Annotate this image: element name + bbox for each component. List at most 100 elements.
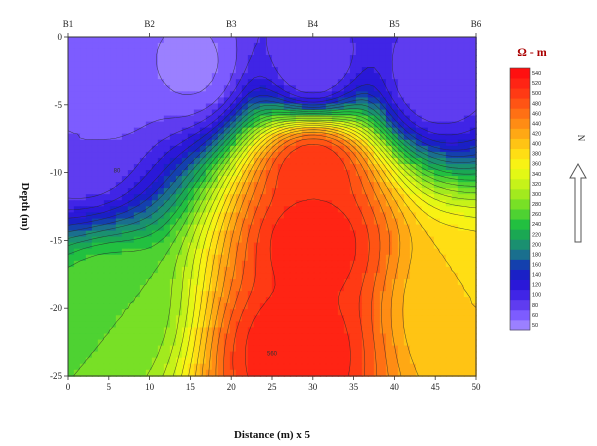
field-cell xyxy=(127,170,135,177)
field-cell xyxy=(367,345,375,353)
field-cell xyxy=(307,182,315,190)
field-cell xyxy=(439,79,447,87)
field-cell xyxy=(175,109,183,117)
x-tick-label: 20 xyxy=(227,382,237,392)
field-cell xyxy=(313,188,321,196)
field-cell xyxy=(385,339,393,347)
field-cell xyxy=(379,309,387,317)
field-cell xyxy=(133,157,141,165)
field-cell xyxy=(235,357,243,365)
field-cell xyxy=(103,115,111,123)
field-cell xyxy=(457,97,465,105)
y-tick-label: -20 xyxy=(50,303,62,313)
field-cell xyxy=(433,145,441,153)
field-cell xyxy=(337,109,345,117)
field-cell xyxy=(79,321,87,329)
field-cell xyxy=(397,42,405,50)
field-cell xyxy=(367,91,375,99)
field-cell xyxy=(409,55,417,62)
field-cell xyxy=(325,327,333,335)
field-cell xyxy=(313,236,321,244)
field-cell xyxy=(361,321,369,329)
field-cell xyxy=(331,230,339,238)
field-cell xyxy=(379,315,387,323)
field-cell xyxy=(121,297,129,305)
field-cell xyxy=(145,291,153,299)
field-cell xyxy=(463,73,471,81)
field-cell xyxy=(79,218,87,226)
field-cell xyxy=(289,67,297,75)
field-cell xyxy=(187,48,195,56)
field-cell xyxy=(397,121,405,129)
field-cell xyxy=(187,363,195,371)
field-cell xyxy=(157,91,165,99)
field-cell xyxy=(157,272,165,280)
field-cell xyxy=(391,315,399,323)
field-cell xyxy=(361,85,369,93)
field-cell xyxy=(241,85,249,93)
field-cell xyxy=(259,248,267,256)
field-cell xyxy=(133,321,141,329)
field-cell xyxy=(433,115,441,123)
field-cell xyxy=(103,345,111,353)
field-cell xyxy=(67,121,75,129)
field-cell xyxy=(145,248,153,256)
field-cell xyxy=(91,309,99,317)
field-cell xyxy=(289,297,297,305)
field-cell xyxy=(385,309,393,317)
field-cell xyxy=(397,333,405,341)
field-cell xyxy=(271,297,279,305)
field-cell xyxy=(271,42,279,50)
field-cell xyxy=(361,97,369,105)
field-cell xyxy=(259,79,267,87)
field-cell xyxy=(265,357,273,365)
colorbar-label: 300 xyxy=(532,192,541,198)
field-cell xyxy=(457,73,465,81)
field-cell xyxy=(433,109,441,117)
field-cell xyxy=(223,351,231,359)
field-cell xyxy=(67,303,75,311)
field-cell xyxy=(79,157,87,165)
field-cell xyxy=(379,79,387,87)
field-cell xyxy=(325,61,333,69)
field-cell xyxy=(451,266,459,274)
field-cell xyxy=(307,291,315,299)
field-cell xyxy=(283,363,291,371)
field-cell xyxy=(313,48,321,56)
field-cell xyxy=(253,230,261,238)
field-cell xyxy=(121,260,129,268)
field-cell xyxy=(361,363,369,371)
field-cell xyxy=(433,48,441,56)
field-cell xyxy=(289,339,297,347)
field-cell xyxy=(313,315,321,323)
field-cell xyxy=(325,218,333,226)
field-cell xyxy=(445,79,453,87)
field-cell xyxy=(457,91,465,99)
field-cell xyxy=(91,97,99,105)
field-cell xyxy=(415,139,423,147)
field-cell xyxy=(145,55,153,62)
field-cell xyxy=(253,351,261,359)
field-cell xyxy=(277,339,285,347)
field-cell xyxy=(133,357,141,365)
field-cell xyxy=(439,266,447,274)
field-cell xyxy=(97,333,105,341)
field-cell xyxy=(235,55,243,62)
field-cell xyxy=(325,55,333,62)
field-cell xyxy=(181,285,189,293)
contour-line xyxy=(156,36,219,95)
field-cell xyxy=(97,291,105,299)
field-cell xyxy=(433,327,441,335)
field-cell xyxy=(349,303,357,311)
field-cell xyxy=(97,357,105,365)
field-cell xyxy=(283,182,291,190)
field-cell xyxy=(427,260,435,268)
field-cell xyxy=(367,357,375,365)
field-cell xyxy=(277,285,285,293)
field-cell xyxy=(421,36,429,44)
field-cell xyxy=(121,73,129,81)
field-cell xyxy=(235,79,243,87)
field-cell xyxy=(85,303,93,311)
field-cell xyxy=(283,194,291,202)
field-cell xyxy=(97,266,105,274)
